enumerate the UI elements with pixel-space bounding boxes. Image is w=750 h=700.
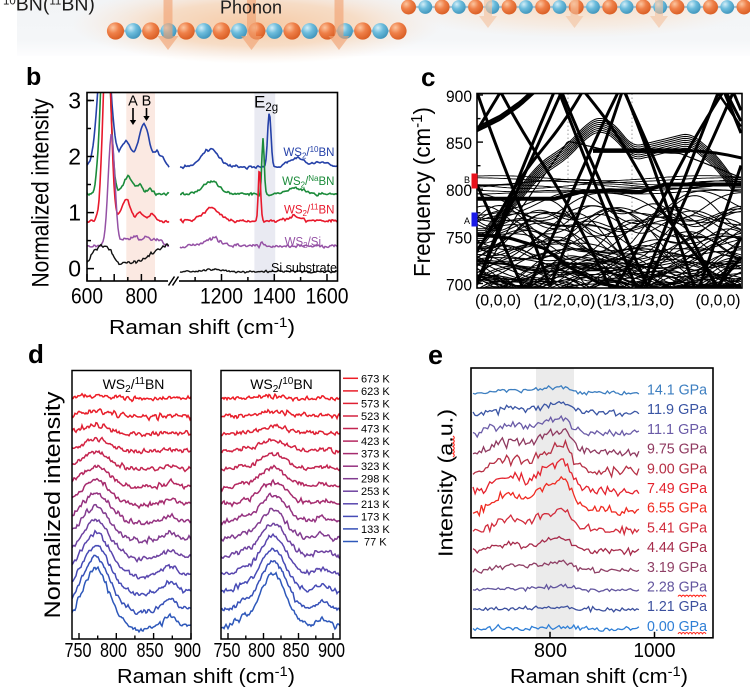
svg-text:WS2/Si: WS2/Si	[285, 237, 321, 251]
svg-text:800: 800	[446, 181, 472, 200]
svg-text:14.1 GPa: 14.1 GPa	[647, 382, 708, 399]
svg-text:900: 900	[446, 87, 472, 106]
svg-text:B: B	[464, 175, 470, 185]
svg-text:173 K: 173 K	[361, 511, 390, 523]
svg-text:d: d	[28, 339, 44, 369]
svg-text:213 K: 213 K	[361, 499, 390, 511]
svg-text:WS2/10BN: WS2/10BN	[250, 376, 313, 395]
svg-text:77 K: 77 K	[364, 537, 387, 549]
svg-text:B: B	[142, 94, 152, 110]
svg-text:WS2/NaBN: WS2/NaBN	[282, 174, 334, 190]
svg-text:Phonon: Phonon	[220, 0, 282, 18]
svg-text:(0,0,0): (0,0,0)	[475, 293, 521, 310]
svg-text:WS2/11BN: WS2/11BN	[284, 203, 334, 219]
svg-text:800: 800	[534, 640, 567, 662]
svg-text:1000: 1000	[634, 640, 676, 662]
svg-text:e: e	[428, 340, 443, 370]
svg-text:323 K: 323 K	[361, 461, 390, 473]
svg-text:850: 850	[137, 640, 164, 662]
svg-text:750: 750	[446, 228, 472, 247]
svg-text:1.21 GPa: 1.21 GPa	[647, 598, 708, 615]
svg-text:6.55 GPa: 6.55 GPa	[647, 500, 708, 517]
svg-text:Normalized intensity: Normalized intensity	[28, 99, 55, 288]
svg-text:5.41 GPa: 5.41 GPa	[647, 519, 708, 536]
svg-text:7.49 GPa: 7.49 GPa	[647, 480, 708, 497]
svg-text:573 K: 573 K	[361, 398, 390, 410]
svg-text:800: 800	[100, 640, 127, 662]
svg-text:900: 900	[318, 640, 345, 662]
svg-text:850: 850	[283, 640, 310, 662]
svg-text:623 K: 623 K	[361, 386, 390, 398]
svg-text:1600: 1600	[306, 284, 349, 309]
svg-text:10BN(11BN): 10BN(11BN)	[3, 0, 95, 16]
svg-text:850: 850	[446, 134, 472, 153]
svg-text:A: A	[464, 216, 470, 226]
svg-text:700: 700	[446, 276, 472, 295]
svg-text:Raman shift (cm-1): Raman shift (cm -1)	[109, 314, 295, 339]
svg-text:A: A	[128, 94, 138, 110]
svg-text:673 K: 673 K	[361, 373, 390, 385]
svg-text:800: 800	[248, 640, 275, 662]
svg-text:Si substrate: Si substrate	[271, 261, 337, 275]
svg-text:1400: 1400	[253, 284, 296, 309]
svg-text:9.00 GPa: 9.00 GPa	[647, 460, 708, 477]
svg-text:523 K: 523 K	[361, 411, 390, 423]
svg-text:900: 900	[174, 640, 201, 662]
svg-text:11.1 GPa: 11.1 GPa	[647, 421, 708, 438]
svg-text:473 K: 473 K	[361, 424, 390, 436]
svg-text:133 K: 133 K	[361, 524, 390, 536]
svg-text:253 K: 253 K	[361, 486, 390, 498]
svg-text:750: 750	[214, 640, 241, 662]
svg-text:Frequency (cm-1): Frequency (cm-1)	[409, 107, 435, 277]
svg-text:2.28 GPa: 2.28 GPa	[647, 579, 708, 596]
svg-text:11.9 GPa: 11.9 GPa	[647, 401, 708, 418]
svg-text:c: c	[421, 62, 435, 92]
svg-text:0: 0	[68, 256, 81, 282]
svg-text:0.00 GPa: 0.00 GPa	[647, 618, 708, 635]
svg-text:9.75 GPa: 9.75 GPa	[647, 441, 708, 458]
svg-text:(0,0,0): (0,0,0)	[696, 293, 741, 310]
svg-text:2: 2	[68, 144, 81, 170]
svg-text:Intensity (a.u.): Intensity (a.u.)	[436, 409, 458, 557]
svg-text:Raman shift (cm-1): Raman shift (cm -1)	[510, 663, 688, 688]
svg-text:Normalized intensity: Normalized intensity	[40, 392, 65, 619]
svg-text:1200: 1200	[200, 284, 243, 309]
svg-text:4.44 GPa: 4.44 GPa	[647, 539, 708, 556]
svg-text:298 K: 298 K	[361, 474, 390, 486]
svg-text:600: 600	[71, 284, 103, 309]
svg-text:WS2/11BN: WS2/11BN	[103, 376, 165, 395]
svg-text:750: 750	[65, 640, 92, 662]
svg-text:800: 800	[125, 284, 157, 309]
svg-text:(1/3,1/3,0): (1/3,1/3,0)	[597, 293, 675, 310]
svg-text:(1/2,0,0): (1/2,0,0)	[534, 293, 596, 310]
svg-text:3: 3	[68, 88, 81, 114]
svg-text:3.19 GPa: 3.19 GPa	[647, 559, 708, 576]
svg-text:1: 1	[68, 200, 81, 226]
svg-text:Raman shift (cm-1): Raman shift (cm -1)	[117, 663, 295, 688]
svg-text:423 K: 423 K	[361, 436, 390, 448]
svg-text:b: b	[26, 63, 41, 91]
svg-text:WS2/10BN: WS2/10BN	[283, 145, 334, 161]
svg-text:373 K: 373 K	[361, 449, 390, 461]
